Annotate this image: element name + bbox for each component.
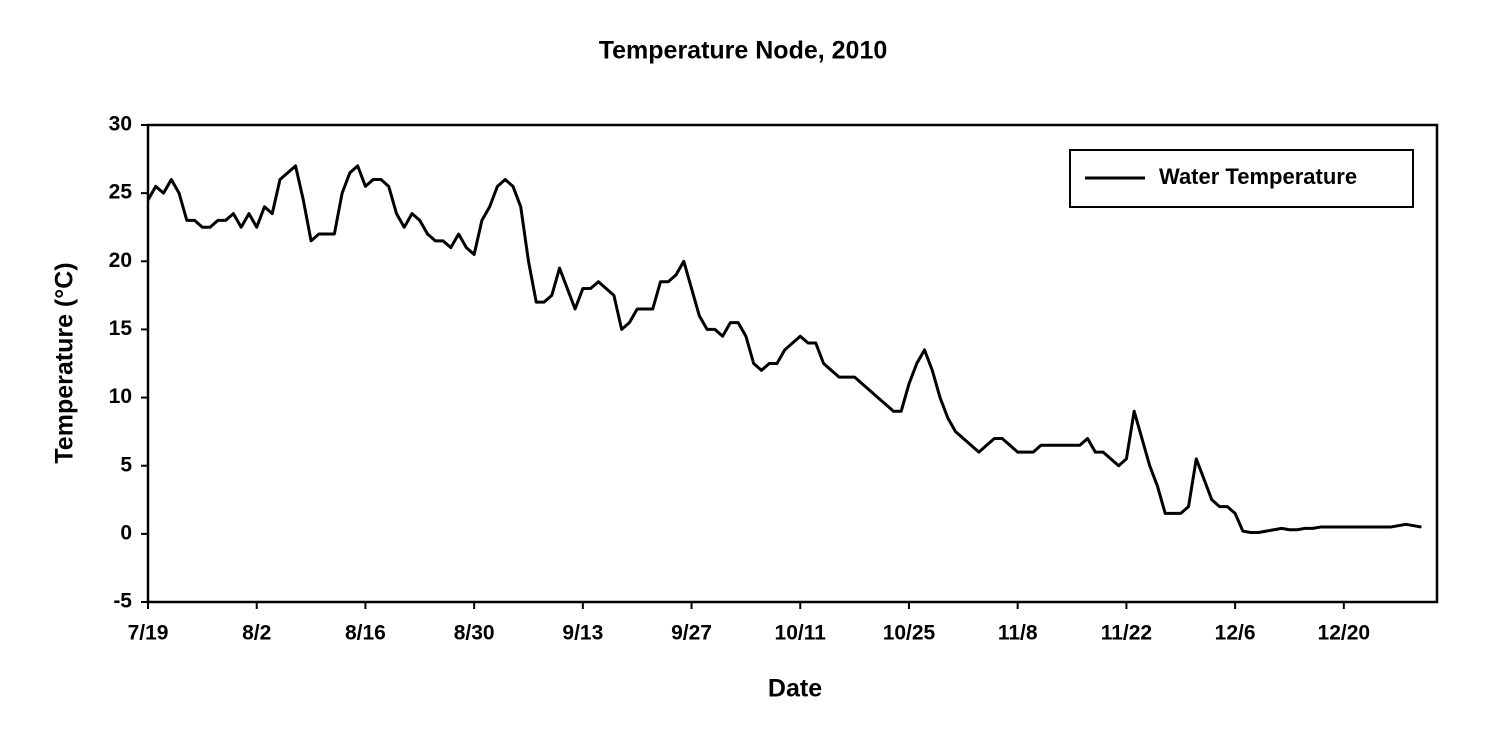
y-tick-label: 25	[109, 181, 133, 204]
x-axis-label: Date	[768, 675, 822, 703]
x-tick-label: 11/22	[1101, 622, 1152, 645]
y-tick-label: 0	[120, 521, 132, 544]
y-tick-label: 10	[109, 385, 132, 408]
y-tick-label: 20	[109, 249, 132, 272]
y-tick-label: -5	[113, 590, 132, 613]
x-tick-label: 9/13	[562, 622, 603, 645]
y-axis-label: Temperature (°C)	[51, 262, 79, 463]
x-tick-label: 8/16	[345, 622, 386, 645]
x-tick-label: 12/6	[1215, 622, 1256, 645]
y-tick-label: 30	[109, 113, 132, 136]
x-tick-label: 8/2	[242, 622, 271, 645]
x-tick-label: 7/19	[128, 622, 169, 645]
plot-frame	[146, 123, 1439, 604]
y-tick-label: 15	[109, 317, 133, 340]
x-tick-label: 12/20	[1318, 622, 1371, 645]
x-tick-label: 10/25	[883, 622, 936, 645]
chart-title: Temperature Node, 2010	[599, 37, 888, 65]
x-tick-label: 11/8	[998, 622, 1038, 645]
x-tick-label: 8/30	[454, 622, 495, 645]
legend-label: Water Temperature	[1159, 164, 1357, 189]
x-tick-label: 10/11	[775, 622, 827, 645]
data-line	[146, 164, 1422, 534]
x-tick-label: 9/27	[671, 622, 712, 645]
y-tick-label: 5	[120, 453, 132, 476]
